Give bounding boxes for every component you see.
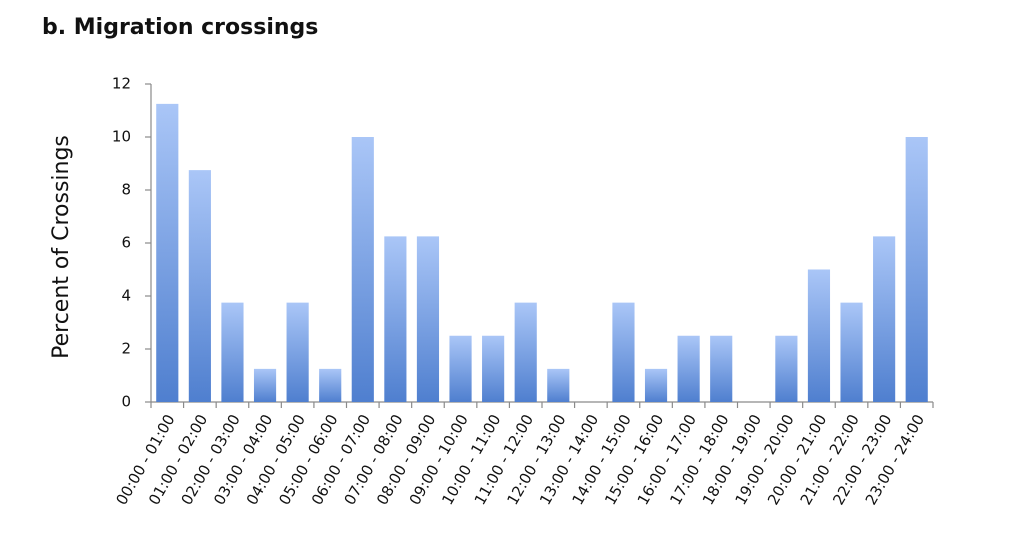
bar (873, 236, 896, 402)
bar (351, 137, 374, 402)
bar (156, 103, 179, 402)
bar (319, 368, 342, 402)
bar (677, 335, 700, 402)
bar (221, 302, 244, 402)
bar (384, 236, 407, 402)
bar (807, 269, 831, 402)
y-tick-label: 6 (121, 234, 131, 252)
bar (253, 368, 277, 402)
y-tick-label: 12 (112, 75, 131, 93)
bar (482, 335, 505, 402)
bar (710, 335, 733, 402)
bar (514, 302, 537, 402)
y-tick-label: 4 (121, 287, 131, 305)
bar (188, 170, 211, 402)
bar (547, 368, 570, 402)
y-axis-label: Percent of Crossings (49, 135, 74, 359)
bar (840, 302, 863, 402)
bar (905, 137, 928, 402)
y-tick-label: 10 (112, 128, 131, 146)
y-tick-label: 2 (121, 340, 131, 358)
y-tick-label: 8 (121, 181, 131, 199)
bar (286, 302, 309, 402)
bar (449, 335, 472, 402)
bar (612, 302, 635, 402)
chart-title: b. Migration crossings (42, 15, 318, 40)
bar (775, 335, 798, 402)
bar (416, 236, 440, 402)
bar (644, 368, 668, 402)
y-tick-label: 0 (121, 393, 131, 411)
